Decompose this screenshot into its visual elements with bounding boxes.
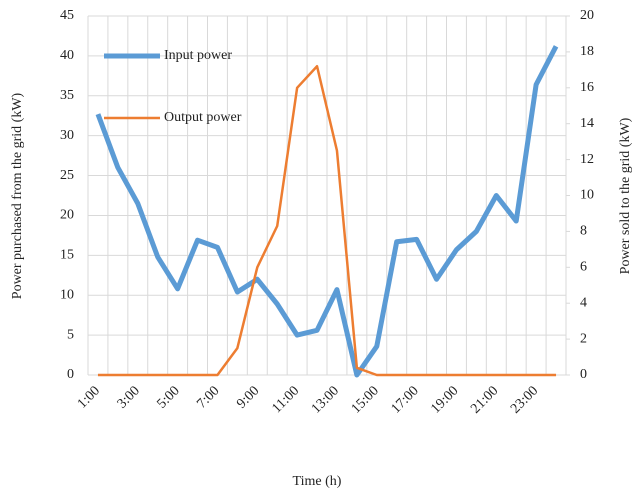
y2-tick-label: 20	[580, 8, 594, 23]
x-tick-label: 7:00	[194, 383, 222, 411]
x-tick-label: 1:00	[75, 383, 103, 411]
y-tick-label: 20	[60, 208, 74, 223]
y-axis-label: Power purchased from the grid (kW)	[10, 92, 25, 299]
x-tick-label: 3:00	[115, 383, 143, 411]
legend-label: Output power	[164, 110, 242, 125]
y2-tick-label: 10	[580, 188, 594, 203]
y-tick-label: 30	[60, 128, 74, 143]
y-tick-label: 45	[60, 8, 74, 23]
y2-tick-label: 18	[580, 44, 594, 59]
y-tick-label: 25	[60, 168, 74, 183]
y2-tick-label: 8	[580, 224, 587, 239]
legend-label: Input power	[164, 48, 232, 63]
y-tick-label: 35	[60, 88, 74, 103]
x-tick-label: 19:00	[428, 383, 461, 416]
y-tick-label: 15	[60, 248, 74, 263]
x-tick-label: 23:00	[508, 383, 541, 416]
x-tick-label: 15:00	[349, 383, 382, 416]
y2-tick-label: 16	[580, 80, 594, 95]
y-tick-label: 5	[67, 327, 74, 342]
x-tick-label: 17:00	[389, 383, 422, 416]
y2-tick-label: 12	[580, 152, 594, 167]
x-tick-label: 11:00	[269, 383, 302, 416]
y2-tick-label: 2	[580, 331, 587, 346]
x-axis-label: Time (h)	[293, 474, 342, 489]
x-tick-label: 5:00	[155, 383, 183, 411]
series-line	[97, 65, 557, 377]
y-tick-label: 10	[60, 287, 74, 302]
y-tick-label: 0	[67, 367, 74, 382]
series-line	[95, 45, 559, 378]
x-tick-label: 9:00	[234, 383, 262, 411]
y2-tick-label: 14	[580, 116, 594, 131]
y-tick-label: 40	[60, 48, 74, 63]
y2-tick-label: 6	[580, 260, 587, 275]
x-tick-label: 13:00	[309, 383, 342, 416]
y2-tick-label: 4	[580, 295, 587, 310]
x-tick-label: 21:00	[468, 383, 501, 416]
y2-axis-label: Power sold to the grid (kW)	[618, 117, 633, 274]
y2-tick-label: 0	[580, 367, 587, 382]
